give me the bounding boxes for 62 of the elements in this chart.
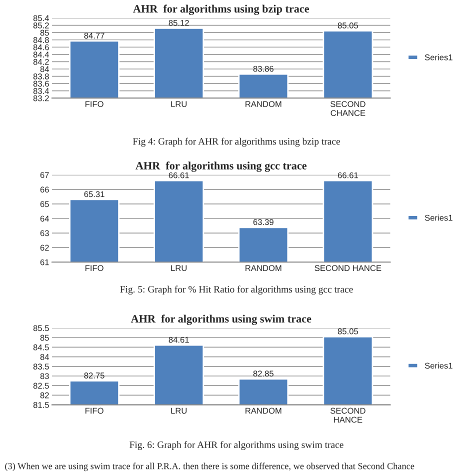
caption: Fig 4: Graph for AHR for algorithms using bzip trace bbox=[132, 138, 340, 147]
y-tick-label: 61 bbox=[40, 259, 49, 266]
data-label: 82.75 bbox=[84, 372, 104, 378]
y-tick-label: 63 bbox=[40, 230, 49, 236]
y-tick-label: 85 bbox=[40, 30, 49, 36]
y-tick-label: 83.4 bbox=[33, 88, 50, 94]
legend-label: Series1 bbox=[424, 214, 452, 221]
caption: Fig. 6: Graph for AHR for algorithms using swim trace bbox=[130, 441, 344, 450]
y-tick-label: 66 bbox=[40, 186, 49, 193]
y-tick-label: 85.2 bbox=[33, 22, 49, 28]
x-tick-label: FIFO bbox=[86, 101, 104, 108]
data-label: 66.61 bbox=[168, 172, 189, 178]
caption: Fig. 5: Graph for % Hit Ratio for algorithms using gcc trace bbox=[120, 286, 353, 295]
data-label: 83.86 bbox=[253, 66, 274, 72]
y-tick-label: 62 bbox=[40, 244, 49, 251]
chart-title: AHR for algorithms using bzip trace bbox=[133, 4, 310, 15]
y-tick-label: 83.6 bbox=[33, 80, 49, 87]
x-tick-label: FIFO bbox=[86, 265, 104, 272]
y-tick-label: 84.8 bbox=[33, 37, 49, 43]
x-tick-label: LRU bbox=[171, 101, 187, 108]
y-tick-label: 84.5 bbox=[33, 344, 49, 350]
chart-title: AHR for algorithms using swim trace bbox=[130, 314, 312, 325]
data-label: 82.85 bbox=[253, 370, 274, 377]
y-tick-label: 81.5 bbox=[33, 402, 49, 408]
y-tick-label: 83.8 bbox=[33, 73, 49, 80]
x-tick-label: RANDOM bbox=[246, 265, 282, 272]
chart-title: AHR for algorithms using gcc trace bbox=[136, 162, 307, 172]
y-tick-label: 84.4 bbox=[33, 52, 50, 58]
y-tick-label: 84 bbox=[40, 66, 50, 72]
y-tick-label: 83.2 bbox=[33, 95, 49, 102]
data-label: 65.31 bbox=[84, 191, 104, 198]
y-tick-label: 82 bbox=[40, 392, 49, 398]
y-tick-label: 85.5 bbox=[33, 325, 49, 332]
y-tick-label: 85.4 bbox=[33, 15, 50, 22]
legend-label: Series1 bbox=[424, 54, 452, 60]
y-tick-label: 83.5 bbox=[33, 364, 49, 370]
data-label: 66.61 bbox=[338, 172, 358, 178]
x-tick-label: LRU bbox=[171, 265, 187, 272]
data-label: 85.05 bbox=[338, 22, 358, 28]
y-tick-label: 64 bbox=[40, 216, 50, 222]
x-tick-label: SECOND CHANCE bbox=[330, 101, 366, 116]
y-tick-label: 82.5 bbox=[33, 382, 49, 389]
x-tick-label: SECOND HANCE bbox=[314, 265, 382, 272]
text: (3) When we are using swim trace for all P.R.A. then there is some difference, we observed that Second Chance bbox=[5, 462, 414, 472]
data-label: 85.05 bbox=[338, 328, 358, 334]
legend-label: Series1 bbox=[424, 362, 452, 369]
data-label: 84.77 bbox=[84, 32, 104, 39]
y-tick-label: 84.6 bbox=[33, 44, 49, 50]
y-tick-label: 65 bbox=[40, 201, 49, 208]
x-tick-label: RANDOM bbox=[246, 101, 282, 108]
y-tick-label: 85 bbox=[40, 334, 49, 341]
x-tick-label: RANDOM bbox=[246, 408, 282, 414]
data-label: 63.39 bbox=[253, 219, 274, 226]
x-tick-label: LRU bbox=[171, 408, 187, 414]
y-tick-label: 67 bbox=[40, 172, 49, 178]
y-tick-label: 83 bbox=[40, 373, 49, 380]
x-tick-label: FIFO bbox=[86, 408, 104, 414]
data-label: 84.61 bbox=[168, 336, 189, 343]
y-tick-label: 84.2 bbox=[33, 58, 49, 65]
x-tick-label: SECOND HANCE bbox=[330, 408, 366, 423]
data-label: 85.12 bbox=[168, 20, 189, 26]
y-tick-label: 84 bbox=[40, 354, 50, 360]
